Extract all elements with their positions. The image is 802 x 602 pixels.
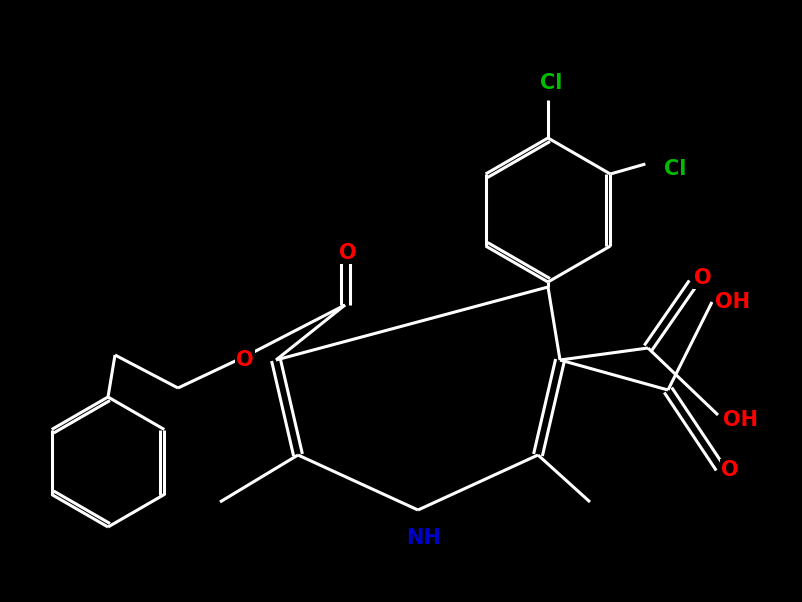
Text: OH: OH [715, 292, 750, 312]
Text: O: O [695, 268, 712, 288]
Text: Cl: Cl [664, 159, 687, 179]
Text: O: O [236, 350, 253, 370]
Text: NH: NH [406, 528, 440, 548]
Text: O: O [339, 243, 357, 263]
Text: O: O [721, 460, 739, 480]
Text: Cl: Cl [540, 73, 562, 93]
Text: OH: OH [723, 410, 758, 430]
